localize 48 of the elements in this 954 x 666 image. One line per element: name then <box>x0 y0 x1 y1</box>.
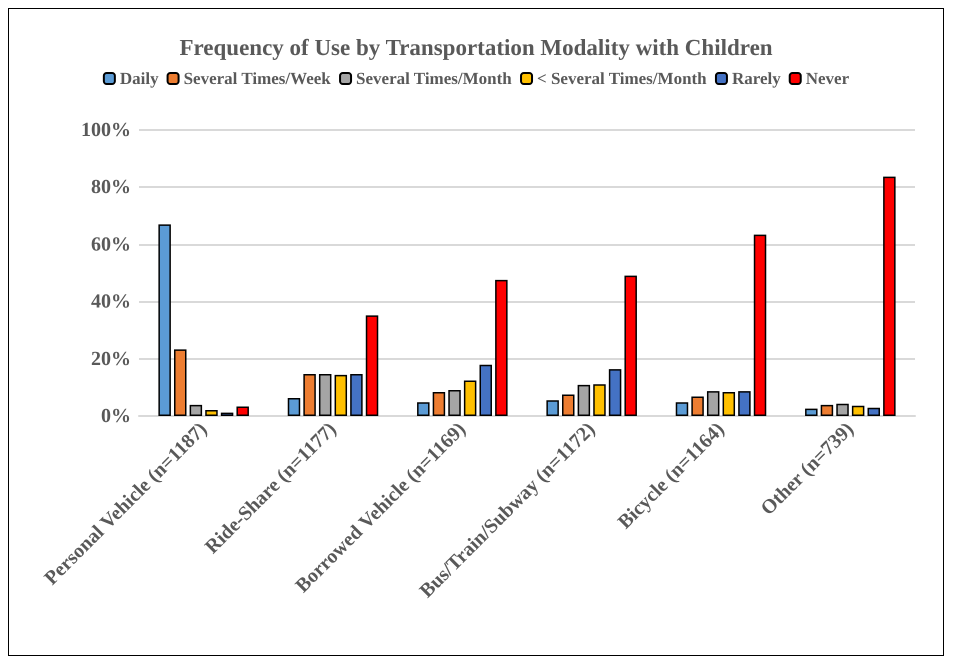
bar <box>303 374 316 416</box>
bar <box>578 384 590 416</box>
bar <box>288 398 300 416</box>
y-tick-label: 0% <box>101 405 131 427</box>
bar <box>350 374 363 416</box>
bar <box>562 394 574 416</box>
bar <box>754 234 766 416</box>
bar <box>820 404 834 416</box>
bar <box>318 374 332 416</box>
legend-label: Never <box>806 69 850 88</box>
bar <box>464 380 476 416</box>
bar <box>722 392 736 416</box>
bar <box>546 400 559 416</box>
y-tick-label: 20% <box>91 348 131 370</box>
legend-label: Several Times/Month <box>356 69 512 88</box>
y-tick-label: 40% <box>91 290 131 313</box>
bar <box>334 374 348 416</box>
bar <box>883 176 896 416</box>
bar <box>205 410 218 416</box>
bar <box>236 406 249 416</box>
bar <box>495 280 508 416</box>
legend-label: Daily <box>120 69 160 88</box>
bar <box>836 404 849 416</box>
bar <box>593 384 606 416</box>
legend-label: Several Times/Week <box>184 69 332 88</box>
bar <box>676 402 688 416</box>
bar <box>706 391 720 416</box>
bar <box>624 276 637 416</box>
y-tick-label: 100% <box>81 119 131 141</box>
chart-title: Frequency of Use by Transportation Modality with Children <box>179 35 773 60</box>
bar <box>608 369 622 416</box>
bar <box>432 392 446 416</box>
legend-label: < Several Times/Month <box>537 69 708 88</box>
bar <box>738 391 751 416</box>
bar <box>174 349 186 416</box>
bar <box>805 408 818 416</box>
bar <box>190 404 202 416</box>
bar <box>852 406 864 416</box>
y-tick-label: 80% <box>91 176 131 198</box>
bar <box>448 390 461 416</box>
bar <box>691 396 704 416</box>
bar <box>366 315 378 416</box>
y-tick-label: 60% <box>91 233 131 256</box>
bar <box>868 408 880 416</box>
bar <box>417 402 430 416</box>
bar <box>480 364 492 416</box>
legend-label: Rarely <box>732 69 782 88</box>
bar <box>158 224 171 416</box>
